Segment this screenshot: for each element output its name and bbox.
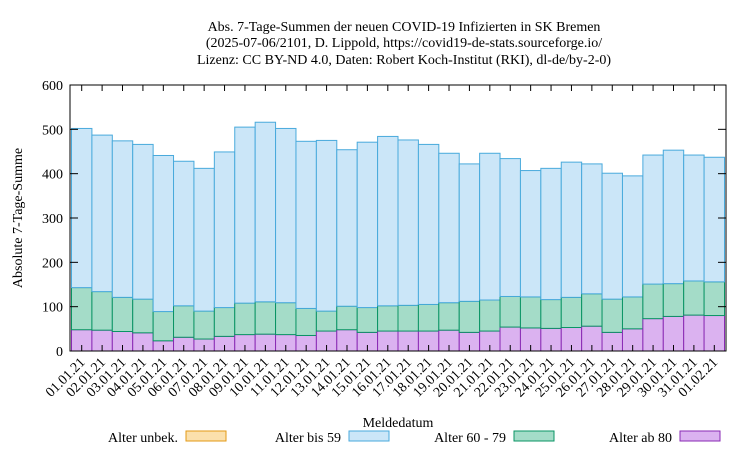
legend-label: Alter unbek. xyxy=(108,431,178,446)
bar-alter-bis-59-7 xyxy=(213,151,236,309)
bar-alter-60-79-6 xyxy=(193,310,215,340)
bar-alter-60-79-11 xyxy=(295,307,317,336)
bar-alter-60-79-19 xyxy=(458,300,481,333)
bar-alter-60-79-26 xyxy=(601,298,623,333)
bar-alter-bis-59-0 xyxy=(71,127,93,289)
y-tick-label: 300 xyxy=(42,212,63,227)
bar-alter-bis-59-9 xyxy=(254,121,277,303)
bar-alter-bis-59-22 xyxy=(519,170,542,298)
bar-alter-60-79-13 xyxy=(336,305,358,331)
bar-alter-60-79-22 xyxy=(519,296,542,329)
bar-alter-bis-59-5 xyxy=(173,160,195,307)
bar-alter-60-79-4 xyxy=(152,311,175,342)
bar-alter-60-79-20 xyxy=(479,299,501,332)
title-line-3: Lizenz: CC BY-ND 4.0, Daten: Robert Koch… xyxy=(197,53,611,68)
bar-alter-bis-59-19 xyxy=(458,163,481,302)
bar-alter-bis-59-11 xyxy=(295,140,317,309)
y-tick-label: 400 xyxy=(42,168,63,183)
legend-swatch xyxy=(679,430,721,442)
legend-swatch xyxy=(513,430,555,442)
bar-alter-60-79-9 xyxy=(254,301,277,335)
bar-alter-bis-59-3 xyxy=(132,143,154,300)
bar-alter-60-79-1 xyxy=(91,291,113,331)
bar-alter-bis-59-2 xyxy=(111,140,134,298)
bar-alter-60-79-18 xyxy=(438,302,460,331)
bar-alter-60-79-14 xyxy=(356,307,379,333)
x-axis: 01.01.2102.01.2103.01.2104.01.2105.01.21… xyxy=(43,85,721,400)
x-axis-label: Meldedatum xyxy=(363,416,434,431)
bar-alter-bis-59-29 xyxy=(662,149,685,285)
bar-alter-bis-59-23 xyxy=(540,167,562,301)
bar-alter-bis-59-4 xyxy=(152,154,175,313)
bar-alter-60-79-29 xyxy=(662,283,685,317)
y-tick-label: 600 xyxy=(42,79,63,94)
bar-alter-bis-59-8 xyxy=(234,126,256,304)
bar-alter-bis-59-10 xyxy=(275,127,297,304)
bar-alter-bis-59-18 xyxy=(438,152,460,304)
bar-alter-60-79-12 xyxy=(315,310,338,332)
title-line-2: (2025-07-06/2101, D. Lippold, https://co… xyxy=(206,36,602,51)
bar-alter-60-79-31 xyxy=(703,281,726,317)
y-tick-label: 200 xyxy=(42,256,63,271)
bar-alter-bis-59-15 xyxy=(377,135,399,307)
bar-alter-60-79-25 xyxy=(581,293,603,327)
bar-alter-60-79-23 xyxy=(540,299,562,329)
bar-alter-60-79-30 xyxy=(683,280,705,316)
y-axis-label: Absolute 7-Tage-Summe xyxy=(11,148,26,288)
bar-alter-60-79-3 xyxy=(132,298,154,334)
title-line-1: Abs. 7-Tage-Summen der neuen COVID-19 In… xyxy=(208,20,601,35)
legend-label: Alter bis 59 xyxy=(275,431,341,446)
bar-alter-60-79-24 xyxy=(560,296,583,329)
bar-alter-60-79-7 xyxy=(213,307,236,337)
legend-swatch xyxy=(348,430,390,442)
bar-alter-bis-59-14 xyxy=(356,141,379,309)
legend-label: Alter 60 - 79 xyxy=(434,431,506,446)
bar-alter-60-79-15 xyxy=(377,305,399,332)
bar-alter-bis-59-24 xyxy=(560,161,583,298)
bar-alter-bis-59-30 xyxy=(683,154,705,282)
bar-alter-60-79-21 xyxy=(499,295,521,328)
bar-alter-bis-59-6 xyxy=(193,167,215,312)
bar-alter-bis-59-1 xyxy=(91,134,113,293)
bar-alter-bis-59-12 xyxy=(315,139,338,312)
bar-alter-60-79-2 xyxy=(111,296,134,332)
bar-alter-bis-59-27 xyxy=(621,175,644,298)
bar-alter-bis-59-13 xyxy=(336,149,358,307)
bar-alter-bis-59-28 xyxy=(642,154,664,285)
legend: Alter unbek. Alter bis 59 Alter 60 - 79 Alt… xyxy=(108,430,721,446)
bar-alter-bis-59-20 xyxy=(479,152,501,301)
bar-alter-60-79-16 xyxy=(397,304,419,332)
bar-alter-60-79-10 xyxy=(275,302,297,336)
bar-alter-60-79-5 xyxy=(173,305,195,338)
bar-alter-60-79-8 xyxy=(234,302,256,336)
y-axis: 0 100 200 300 400 500 600 xyxy=(42,79,726,360)
bar-alter-bis-59-26 xyxy=(601,172,623,300)
y-tick-label: 500 xyxy=(42,123,63,138)
bar-alter-60-79-28 xyxy=(642,283,664,320)
legend-swatch xyxy=(185,430,227,442)
bar-alter-bis-59-31 xyxy=(703,156,726,283)
bar-alter-bis-59-21 xyxy=(499,158,521,297)
bar-alter-bis-59-16 xyxy=(397,139,419,306)
bar-alter-60-79-27 xyxy=(621,296,644,330)
chart-title: Abs. 7-Tage-Summen der neuen COVID-19 In… xyxy=(197,20,611,68)
bar-alter-bis-59-25 xyxy=(581,163,603,295)
y-tick-label: 100 xyxy=(42,301,63,316)
bars-layer xyxy=(71,121,726,352)
legend-label: Alter ab 80 xyxy=(609,431,672,446)
bar-alter-bis-59-17 xyxy=(417,143,440,305)
bar-alter-60-79-17 xyxy=(417,303,440,332)
y-tick-label: 0 xyxy=(56,345,63,360)
bar-alter-60-79-0 xyxy=(71,287,93,331)
